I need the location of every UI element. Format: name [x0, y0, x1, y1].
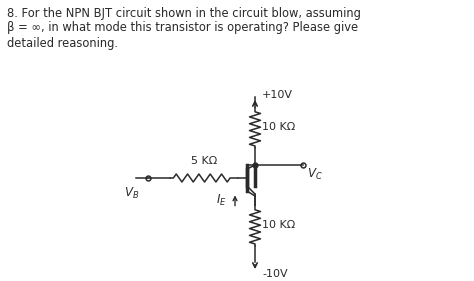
Text: $V_C$: $V_C$	[307, 167, 323, 182]
Text: 10 KΩ: 10 KΩ	[262, 122, 295, 132]
Text: -10V: -10V	[262, 269, 288, 279]
Text: 8. For the NPN BJT circuit shown in the circuit blow, assuming: 8. For the NPN BJT circuit shown in the …	[7, 7, 361, 20]
Text: $I_E$: $I_E$	[216, 193, 227, 208]
Text: $V_B$: $V_B$	[124, 186, 140, 201]
Text: 5 KΩ: 5 KΩ	[191, 156, 217, 166]
Text: +10V: +10V	[262, 90, 293, 100]
Text: 10 KΩ: 10 KΩ	[262, 220, 295, 230]
Text: β = ∞, in what mode this transistor is operating? Please give: β = ∞, in what mode this transistor is o…	[7, 21, 358, 34]
Text: detailed reasoning.: detailed reasoning.	[7, 37, 118, 50]
